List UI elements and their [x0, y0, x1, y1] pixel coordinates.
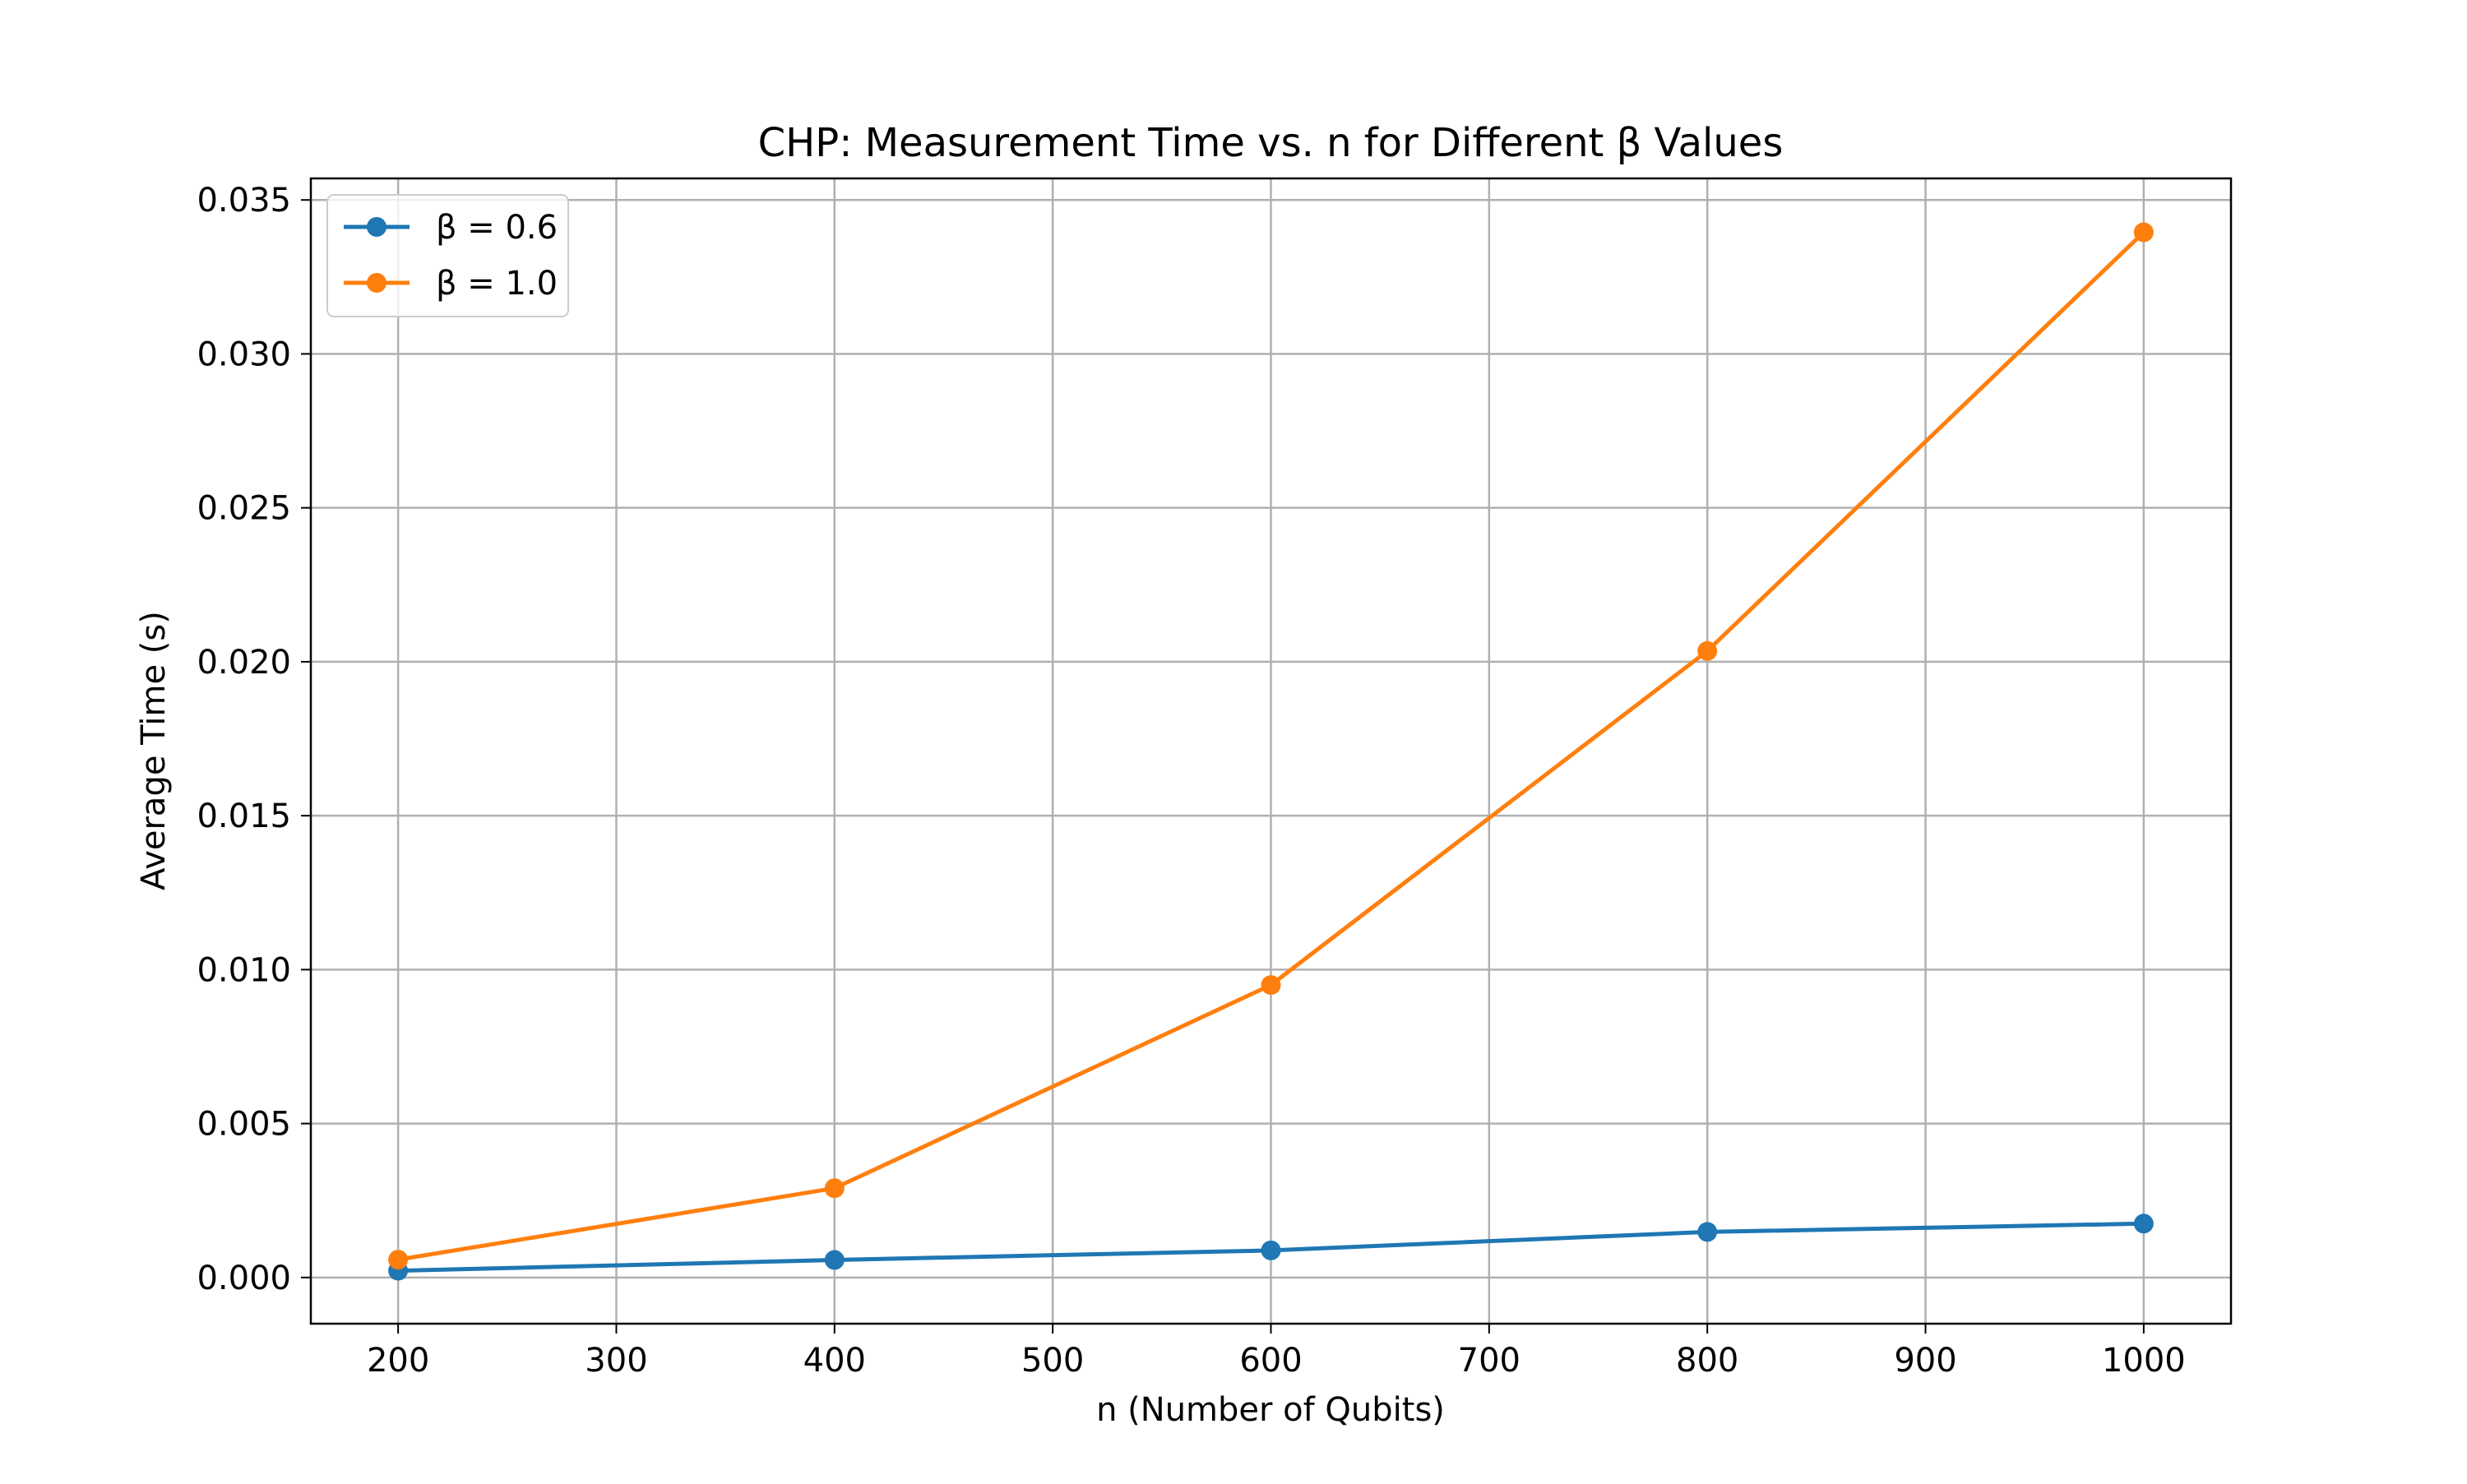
x-tick-label: 400	[803, 1342, 866, 1380]
y-tick-label: 0.000	[197, 1260, 291, 1297]
x-tick-label: 500	[1021, 1342, 1084, 1380]
series-1-point	[1697, 1222, 1718, 1242]
series-1-point	[824, 1250, 845, 1270]
legend-label-1: β = 0.6	[436, 209, 558, 247]
ticks-layer: 200 300 400 500 600 700 800 900 1000 0.000 0.005 0.…	[197, 182, 2185, 1380]
x-tick-label: 1000	[2102, 1342, 2186, 1380]
y-tick-label: 0.015	[197, 797, 291, 835]
y-axis-label: Average Time (s)	[135, 611, 173, 890]
x-tick-label: 600	[1239, 1342, 1302, 1380]
legend-label-2: β = 1.0	[436, 265, 558, 303]
series-1-point	[2133, 1214, 2154, 1234]
x-tick-label: 900	[1894, 1342, 1956, 1380]
y-tick-label: 0.010	[197, 951, 291, 989]
series-2-point	[824, 1178, 845, 1199]
series-2	[388, 222, 2154, 1270]
legend-marker-2	[367, 273, 386, 293]
series-2-point	[2133, 222, 2154, 243]
chart-title: CHP: Measurement Time vs. n for Differen…	[758, 120, 1784, 166]
plot-frame	[309, 177, 2233, 1325]
y-tick-label: 0.020	[197, 644, 291, 682]
series-2-point	[1697, 640, 1718, 661]
series-1-point	[1261, 1240, 1281, 1260]
series-2-point	[1261, 975, 1281, 996]
y-tick-label: 0.025	[197, 490, 291, 528]
grid-layer	[311, 178, 2231, 1324]
series-2-point	[388, 1250, 409, 1270]
x-axis-label: n (Number of Qubits)	[1096, 1391, 1445, 1429]
legend-marker-1	[367, 217, 386, 237]
series-1	[388, 1214, 2154, 1281]
y-tick-label: 0.030	[197, 335, 291, 373]
series-layer	[388, 222, 2154, 1281]
y-tick-label: 0.005	[197, 1106, 291, 1144]
legend-items: β = 0.6 β = 1.0	[344, 209, 558, 303]
x-tick-label: 700	[1458, 1342, 1520, 1380]
y-tick-label: 0.035	[197, 182, 291, 220]
x-tick-label: 800	[1676, 1342, 1738, 1380]
legend: β = 0.6 β = 1.0	[326, 194, 569, 317]
x-tick-label: 200	[367, 1342, 429, 1380]
x-tick-label: 300	[585, 1342, 647, 1380]
